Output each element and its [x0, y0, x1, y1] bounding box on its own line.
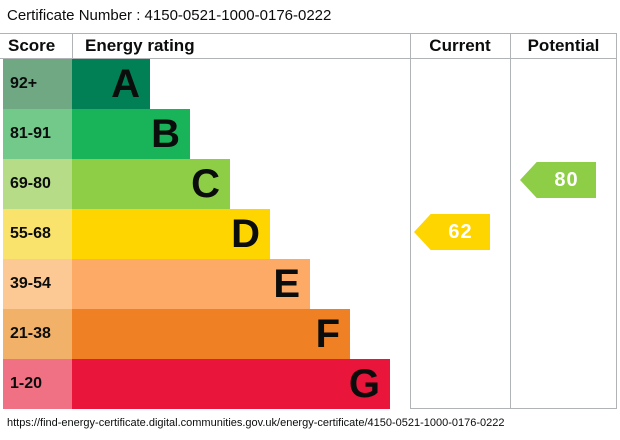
table-bottom-border	[410, 408, 617, 409]
current-rating-value: 62	[448, 220, 473, 243]
certificate-url: https://find-energy-certificate.digital.…	[7, 417, 505, 429]
band-b-bar: B	[72, 109, 190, 159]
band-c-score-cell: 69-80	[3, 159, 72, 209]
band-a-score-cell: 92+	[3, 59, 72, 109]
score-column-divider	[72, 34, 73, 58]
certificate-number-title: Certificate Number : 4150-0521-1000-0176…	[7, 7, 332, 24]
current-rating-arrow: 62	[414, 214, 490, 250]
band-c-bar: C	[72, 159, 230, 209]
band-row-d: 55-68 D	[0, 209, 617, 259]
band-e-score-cell: 39-54	[3, 259, 72, 309]
header-potential: Potential	[527, 36, 600, 55]
band-row-a: 92+ A	[0, 59, 617, 109]
band-row-g: 1-20 G	[0, 359, 617, 409]
band-rows: 92+ A 81-91 B 69-80 C 55-68 D 39-54 E 21…	[0, 59, 617, 409]
band-row-f: 21-38 F	[0, 309, 617, 359]
band-f-bar: F	[72, 309, 350, 359]
band-d-score-cell: 55-68	[3, 209, 72, 259]
current-column-divider	[410, 34, 411, 409]
potential-column-divider	[510, 34, 511, 409]
band-f-score-cell: 21-38	[3, 309, 72, 359]
band-d-bar: D	[72, 209, 270, 259]
header-energy-rating: Energy rating	[85, 36, 195, 55]
band-b-score-cell: 81-91	[3, 109, 72, 159]
header-score: Score	[8, 36, 56, 55]
band-g-score-cell: 1-20	[3, 359, 72, 409]
band-g-bar: G	[72, 359, 390, 409]
potential-rating-value: 80	[554, 168, 579, 191]
potential-rating-arrow: 80	[520, 162, 596, 198]
band-a-bar: A	[72, 59, 150, 109]
band-e-bar: E	[72, 259, 310, 309]
header-current: Current	[429, 36, 491, 55]
rating-table: Score Energy rating Current Potential 92…	[0, 33, 617, 409]
band-row-b: 81-91 B	[0, 109, 617, 159]
band-row-c: 69-80 C	[0, 159, 617, 209]
table-right-border	[616, 34, 617, 409]
table-header-row: Score Energy rating Current Potential	[0, 34, 617, 59]
band-row-e: 39-54 E	[0, 259, 617, 309]
